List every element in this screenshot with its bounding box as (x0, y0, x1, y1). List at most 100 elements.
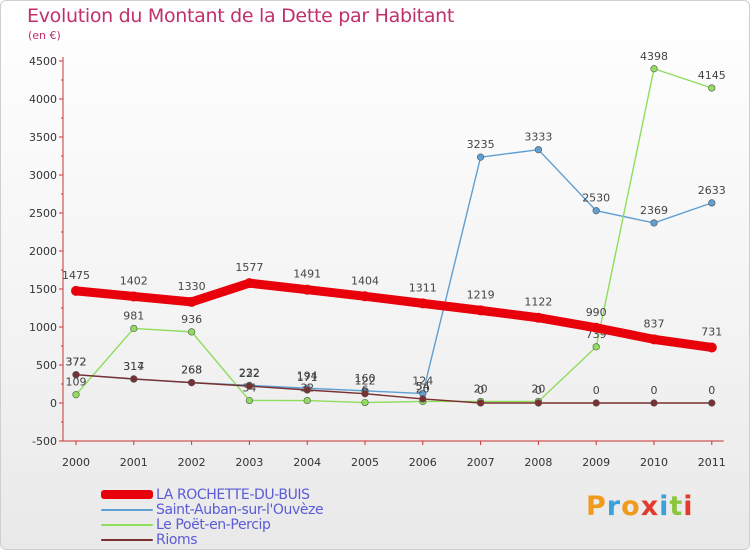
data-label-rioms: 0 (593, 384, 600, 397)
data-point-la-rochette-du-buis (706, 342, 717, 353)
y-tick-label: -500 (32, 435, 57, 448)
data-label-rioms: 171 (297, 371, 318, 384)
data-label-saint-auban-sur-l-ouveze: 124 (412, 375, 433, 388)
x-tick-label: 2004 (293, 456, 321, 469)
logo-letter: r (606, 491, 622, 522)
data-label-saint-auban-sur-l-ouveze: 232 (239, 366, 260, 379)
chart-title: Evolution du Montant de la Dette par Hab… (27, 5, 455, 27)
legend-label: Le Poët-en-Percip (156, 516, 271, 533)
x-tick-label: 2003 (235, 456, 263, 469)
data-label-saint-auban-sur-l-ouveze: 372 (66, 356, 87, 369)
data-point-saint-auban-sur-l-ouveze (708, 199, 716, 207)
data-label-la-rochette-du-buis: 1577 (235, 261, 263, 274)
data-point-rioms (72, 371, 80, 379)
data-point-la-rochette-du-buis (475, 305, 486, 316)
data-point-rioms (361, 390, 369, 398)
data-label-la-rochette-du-buis: 1491 (293, 268, 321, 281)
data-label-la-rochette-du-buis: 1219 (467, 288, 495, 301)
data-point-le-poet-en-percip (361, 398, 369, 407)
data-label-le-poet-en-percip: 4145 (698, 69, 726, 82)
data-point-la-rochette-du-buis (128, 291, 139, 302)
y-tick-label: 2000 (29, 245, 57, 258)
legend-label: Saint-Auban-sur-l'Ouvèze (156, 501, 324, 518)
data-label-saint-auban-sur-l-ouveze: 3333 (524, 131, 552, 144)
y-tick-label: 2500 (29, 207, 57, 220)
data-point-le-poet-en-percip (650, 65, 658, 73)
data-label-la-rochette-du-buis: 731 (701, 325, 722, 338)
data-point-saint-auban-sur-l-ouveze (650, 219, 658, 227)
chart-legend: LA ROCHETTE-DU-BUIS Saint-Auban-sur-l'Ouv… (101, 486, 324, 548)
series-line-le-poet-en-percip (75, 68, 713, 404)
data-label-saint-auban-sur-l-ouveze: 160 (355, 372, 376, 385)
data-point-la-rochette-du-buis (417, 298, 428, 309)
data-label-le-poet-en-percip: 20 (474, 382, 488, 395)
data-label-saint-auban-sur-l-ouveze: 268 (181, 364, 202, 377)
y-tick-label: 3000 (29, 169, 57, 182)
data-point-le-poet-en-percip (72, 391, 80, 399)
data-label-la-rochette-du-buis: 1330 (178, 280, 206, 293)
data-label-la-rochette-du-buis: 1404 (351, 274, 379, 287)
data-point-le-poet-en-percip (245, 396, 253, 405)
logo-letter: t (669, 491, 684, 522)
data-point-rioms (245, 382, 253, 390)
legend-label: Rioms (156, 531, 198, 548)
data-label-rioms: 0 (708, 384, 715, 397)
data-point-saint-auban-sur-l-ouveze (477, 153, 485, 161)
data-point-rioms (534, 399, 543, 407)
data-point-saint-auban-sur-l-ouveze (534, 146, 543, 154)
legend-swatch (101, 490, 153, 499)
data-point-la-rochette-du-buis (244, 278, 255, 289)
data-label-la-rochette-du-buis: 1402 (120, 274, 148, 287)
logo-letter: o (621, 491, 641, 522)
data-label-saint-auban-sur-l-ouveze: 194 (297, 369, 318, 382)
data-label-saint-auban-sur-l-ouveze: 2369 (640, 204, 668, 217)
y-tick-label: 1500 (29, 283, 57, 296)
data-point-la-rochette-du-buis (186, 296, 197, 307)
data-label-la-rochette-du-buis: 837 (644, 317, 665, 330)
data-label-rioms: 222 (239, 367, 260, 380)
data-label-saint-auban-sur-l-ouveze: 314 (123, 360, 144, 373)
data-label-le-poet-en-percip: 20 (531, 382, 545, 395)
data-label-le-poet-en-percip: 109 (66, 376, 87, 389)
x-tick-label: 2002 (178, 456, 206, 469)
data-point-rioms (303, 386, 311, 394)
data-label-la-rochette-du-buis: 1122 (524, 296, 552, 309)
data-label-saint-auban-sur-l-ouveze: 2633 (698, 184, 726, 197)
data-point-la-rochette-du-buis (71, 285, 81, 296)
data-point-rioms (188, 379, 196, 387)
data-label-rioms: 0 (651, 384, 658, 397)
proxiti-logo: Proxiti (586, 491, 694, 522)
x-tick-label: 2005 (351, 456, 379, 469)
logo-letter: i (659, 491, 670, 522)
data-label-saint-auban-sur-l-ouveze: 2530 (582, 192, 610, 205)
data-label-rioms: 0 (477, 384, 484, 397)
data-label-rioms: 54 (416, 380, 430, 393)
data-label-le-poet-en-percip: 981 (123, 309, 144, 322)
legend-swatch (101, 538, 153, 541)
y-tick-label: 0 (50, 397, 57, 410)
data-point-rioms (650, 399, 658, 407)
x-tick-label: 2000 (62, 456, 90, 469)
data-point-rioms (708, 399, 716, 407)
legend-item-le-poet-en-percip: Le Poët-en-Percip (101, 516, 323, 533)
legend-swatch (101, 523, 153, 526)
data-point-rioms (592, 399, 600, 407)
chart-unit-subtitle: (en €) (28, 29, 61, 42)
data-label-le-poet-en-percip: 20 (416, 382, 430, 395)
logo-letter: P (586, 491, 607, 522)
legend-item-la-rochette-du-buis: LA ROCHETTE-DU-BUIS (101, 486, 323, 503)
x-tick-label: 2008 (524, 456, 552, 469)
data-point-le-poet-en-percip (130, 324, 138, 333)
y-tick-label: 500 (36, 359, 57, 372)
x-tick-label: 2006 (409, 456, 437, 469)
legend-item-rioms: Rioms (101, 531, 323, 548)
x-tick-label: 2001 (120, 456, 148, 469)
data-point-saint-auban-sur-l-ouveze (592, 207, 600, 215)
data-label-saint-auban-sur-l-ouveze: 3235 (467, 138, 495, 151)
data-point-le-poet-en-percip (708, 84, 716, 92)
x-tick-label: 2010 (640, 456, 668, 469)
legend-label: LA ROCHETTE-DU-BUIS (156, 486, 310, 503)
x-tick-label: 2011 (698, 456, 726, 469)
